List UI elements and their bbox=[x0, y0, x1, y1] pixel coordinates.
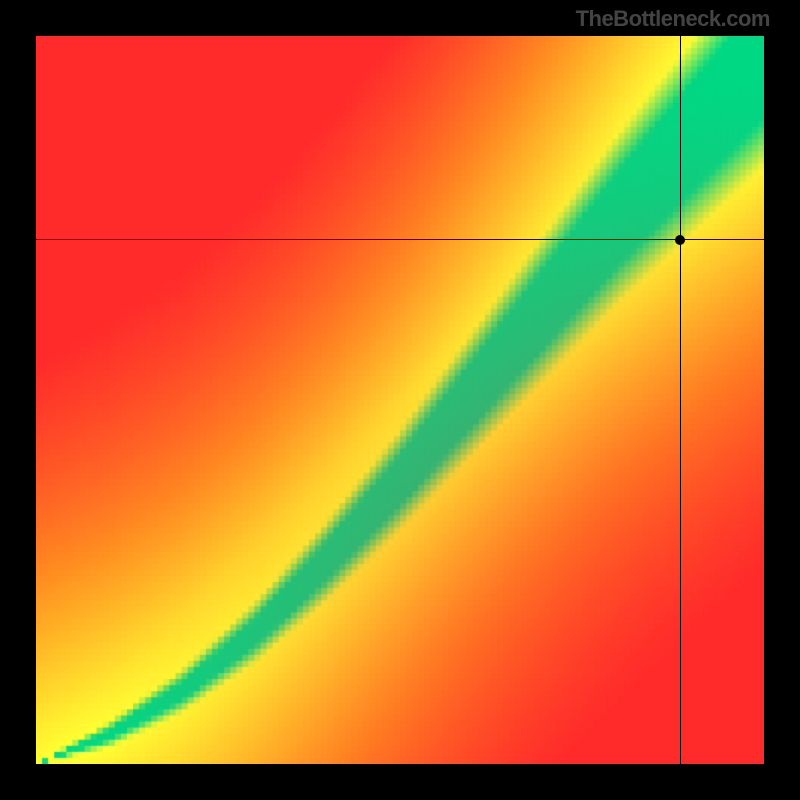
bottleneck-heatmap bbox=[36, 36, 764, 764]
watermark-text: TheBottleneck.com bbox=[576, 6, 770, 32]
crosshair-horizontal bbox=[36, 239, 764, 240]
plot-frame bbox=[36, 36, 764, 764]
crosshair-marker bbox=[675, 235, 685, 245]
crosshair-vertical bbox=[680, 36, 681, 764]
